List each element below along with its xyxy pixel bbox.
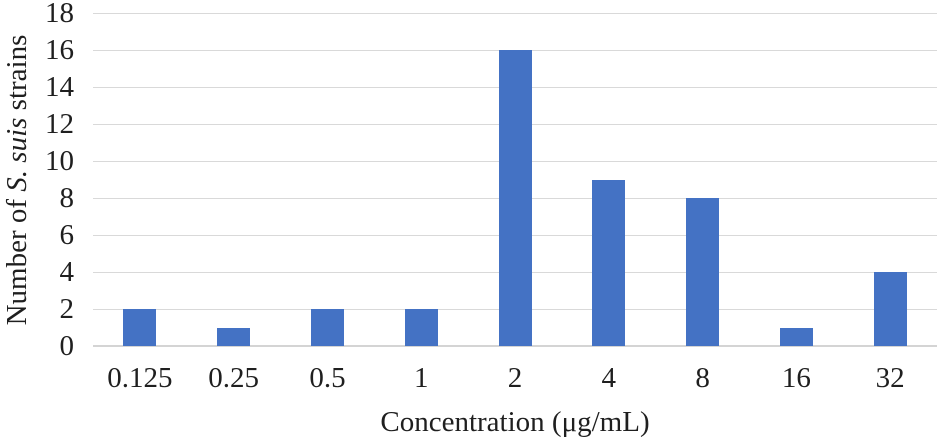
bar-slot — [374, 13, 468, 346]
x-tick-label: 8 — [695, 362, 710, 394]
bar-0.5 — [310, 309, 344, 346]
x-tick-label: 32 — [875, 362, 905, 394]
bar-series — [93, 13, 937, 346]
bar-1 — [404, 309, 438, 346]
x-axis-line — [93, 345, 937, 347]
bar-8 — [686, 198, 720, 346]
y-tick-label: 2 — [59, 293, 75, 325]
x-axis-labels: 0.125 0.25 0.5 1 2 4 8 16 32 — [93, 360, 937, 396]
x-tick-label: 0.5 — [309, 362, 346, 394]
x-tick-label: 4 — [601, 362, 617, 394]
x-axis-title: Concentration (μg/mL) — [380, 406, 650, 438]
x-tick-label: 16 — [781, 362, 811, 394]
y-tick-label: 16 — [45, 34, 74, 66]
plot-area — [93, 13, 937, 347]
y-tick-label: 8 — [59, 182, 75, 214]
y-tick-label: 0 — [59, 330, 75, 362]
bar-slot — [281, 13, 375, 346]
bar-2 — [498, 50, 532, 346]
y-tick-label: 18 — [45, 0, 74, 29]
gridline — [93, 13, 937, 14]
bar-0.25 — [217, 327, 251, 346]
x-tick-label: 2 — [507, 362, 523, 394]
bar-16 — [779, 327, 813, 346]
bar-slot — [656, 13, 750, 346]
y-axis-ticks: 0 2 4 6 8 10 12 14 16 18 — [0, 0, 80, 361]
bar-4 — [592, 179, 626, 346]
bar-slot — [843, 13, 937, 346]
bar-slot — [468, 13, 562, 346]
bar-slot — [749, 13, 843, 346]
bar-0.125 — [123, 309, 157, 346]
bar-slot — [562, 13, 656, 346]
y-tick-label: 6 — [59, 219, 75, 251]
y-tick-label: 10 — [45, 145, 74, 177]
y-tick-label: 14 — [45, 71, 74, 103]
y-tick-label: 4 — [59, 256, 75, 288]
x-tick-label: 0.25 — [208, 362, 260, 394]
x-tick-label: 0.125 — [107, 362, 173, 394]
bar-slot — [93, 13, 187, 346]
bar-slot — [187, 13, 281, 346]
y-tick-label: 12 — [45, 108, 74, 140]
x-tick-label: 1 — [413, 362, 429, 394]
bar-32 — [873, 272, 907, 346]
